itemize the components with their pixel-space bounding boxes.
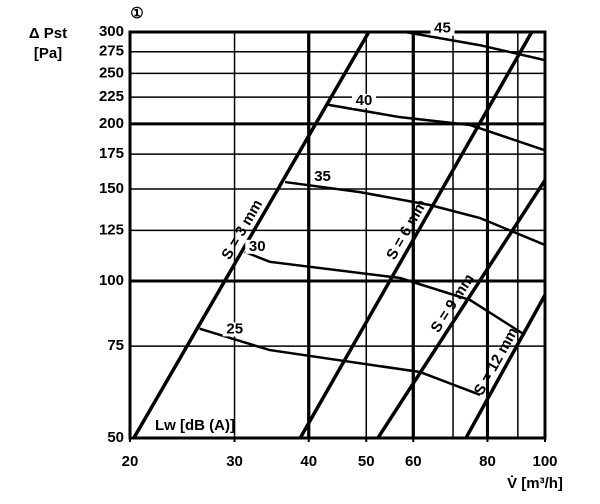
- y-tick-label: 125: [99, 221, 124, 238]
- curve-label: 40: [356, 92, 373, 109]
- y-tick-label: 225: [99, 88, 124, 105]
- label-bg: [352, 93, 377, 108]
- curve: [298, 32, 534, 438]
- y-tick-label: 150: [99, 180, 124, 197]
- marker: ①: [130, 5, 143, 22]
- x-tick-label: 60: [405, 453, 422, 470]
- series-label: S = 12 mm: [471, 325, 522, 399]
- y-tick-label: 100: [99, 272, 124, 289]
- legend-label: Lw [dB (A)]: [155, 417, 235, 434]
- y-tick-label: 200: [99, 115, 124, 132]
- y-axis-title: Δ Pst: [29, 25, 67, 42]
- label-bg: [310, 170, 335, 185]
- y-tick-label: 75: [107, 337, 124, 354]
- curve: [464, 294, 545, 438]
- curve-label: 30: [249, 238, 266, 255]
- x-tick-label: 40: [300, 453, 317, 470]
- x-axis-title: V̇ [m³/h]: [507, 475, 563, 492]
- curve: [284, 180, 545, 247]
- y-axis-title: [Pa]: [34, 45, 62, 62]
- x-tick-label: 20: [122, 453, 139, 470]
- x-tick-label: 100: [532, 453, 557, 470]
- curve-label: 25: [226, 320, 243, 337]
- y-tick-label: 50: [107, 429, 124, 446]
- curve: [327, 103, 545, 152]
- label-bg: [222, 322, 247, 337]
- curve-label: 35: [314, 168, 331, 185]
- label-bg: [245, 239, 270, 254]
- curve: [132, 32, 371, 438]
- curve: [199, 327, 481, 396]
- curve-label: 45: [434, 20, 451, 37]
- curve: [376, 179, 545, 438]
- y-tick-label: 175: [99, 145, 124, 162]
- curve: [244, 250, 526, 336]
- y-tick-label: 300: [99, 23, 124, 40]
- x-tick-label: 50: [358, 453, 375, 470]
- y-tick-label: 275: [99, 43, 124, 60]
- y-tick-label: 250: [99, 64, 124, 81]
- x-tick-label: 30: [226, 453, 243, 470]
- label-bg: [430, 21, 455, 36]
- x-tick-label: 80: [479, 453, 496, 470]
- plot-frame: [128, 30, 547, 440]
- curve: [404, 32, 545, 62]
